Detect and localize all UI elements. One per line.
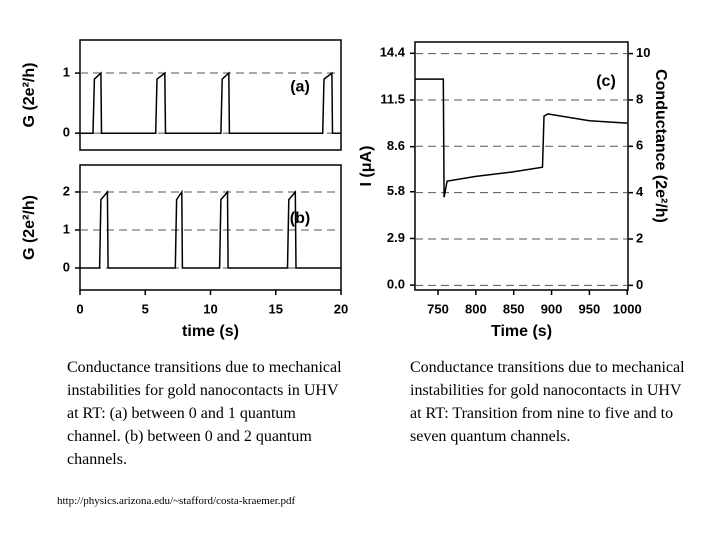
trace [80, 189, 341, 269]
y-tick-label: 11.5 [380, 91, 405, 106]
y-axis-label: G (2e²/h) [21, 63, 38, 128]
y-tick-label: 5.8 [387, 183, 405, 198]
y2-tick-label: 6 [636, 138, 643, 153]
x-axis-label: Time (s) [491, 323, 552, 340]
y-tick-label: 2.9 [387, 230, 405, 245]
trace [80, 71, 341, 134]
x-tick-label: 850 [503, 301, 525, 316]
y-tick-label: 0 [63, 125, 70, 140]
plot-frame [414, 41, 629, 291]
panel-label: (c) [596, 73, 616, 90]
x-tick-label: 5 [142, 301, 149, 316]
y2-tick-label: 4 [636, 184, 644, 199]
panel-label: (b) [290, 210, 310, 227]
y-tick-label: 1 [63, 221, 70, 236]
x-tick-label: 900 [541, 301, 563, 316]
y-tick-label: 0.0 [387, 277, 405, 292]
y-axis-label: I (μA) [358, 146, 375, 187]
x-tick-label: 800 [465, 301, 487, 316]
plot-frame [79, 39, 342, 151]
y2-tick-label: 8 [636, 91, 643, 106]
source-url: http://physics.arizona.edu/~stafford/cos… [57, 495, 296, 507]
y2-tick-label: 2 [636, 230, 643, 245]
plot-frame [79, 164, 342, 291]
x-tick-label: 0 [76, 301, 83, 316]
y-tick-label: 8.6 [387, 138, 405, 153]
panel-label: (a) [290, 79, 310, 96]
caption-left: Conductance transitions due to mechanica… [67, 359, 342, 468]
x-axis-label: time (s) [182, 323, 239, 340]
x-tick-label: 15 [269, 301, 283, 316]
caption-right: Conductance transitions due to mechanica… [410, 359, 685, 445]
y2-tick-label: 0 [636, 277, 643, 292]
trace [415, 78, 628, 198]
y-tick-label: 1 [63, 64, 70, 79]
y2-axis-label: Conductance (2e²/h) [652, 69, 669, 223]
y-tick-label: 2 [63, 183, 70, 198]
x-tick-label: 750 [427, 301, 449, 316]
x-tick-label: 1000 [613, 301, 642, 316]
y-tick-label: 14.4 [380, 45, 406, 60]
x-tick-label: 950 [579, 301, 601, 316]
y-tick-label: 0 [63, 259, 70, 274]
y-axis-label: G (2e²/h) [21, 195, 38, 260]
x-tick-label: 20 [334, 301, 348, 316]
y2-tick-label: 10 [636, 45, 650, 60]
x-tick-label: 10 [203, 301, 217, 316]
